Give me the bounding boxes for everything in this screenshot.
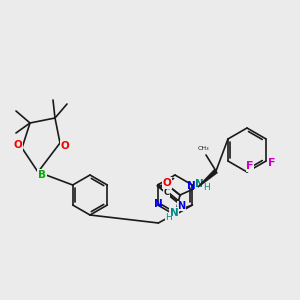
Text: C: C (164, 188, 170, 197)
Text: O: O (14, 140, 22, 150)
Text: N: N (170, 208, 179, 218)
Text: F: F (268, 158, 276, 168)
Text: H: H (165, 214, 172, 223)
Text: N: N (154, 199, 163, 209)
Polygon shape (198, 169, 218, 188)
Text: O: O (163, 178, 171, 188)
Text: N: N (178, 201, 186, 211)
Text: F: F (246, 161, 254, 171)
Text: CH₃: CH₃ (197, 146, 209, 152)
Text: H: H (202, 184, 209, 193)
Text: O: O (61, 141, 69, 151)
Text: N: N (187, 181, 196, 191)
Text: B: B (38, 170, 46, 180)
Text: N: N (195, 179, 203, 189)
